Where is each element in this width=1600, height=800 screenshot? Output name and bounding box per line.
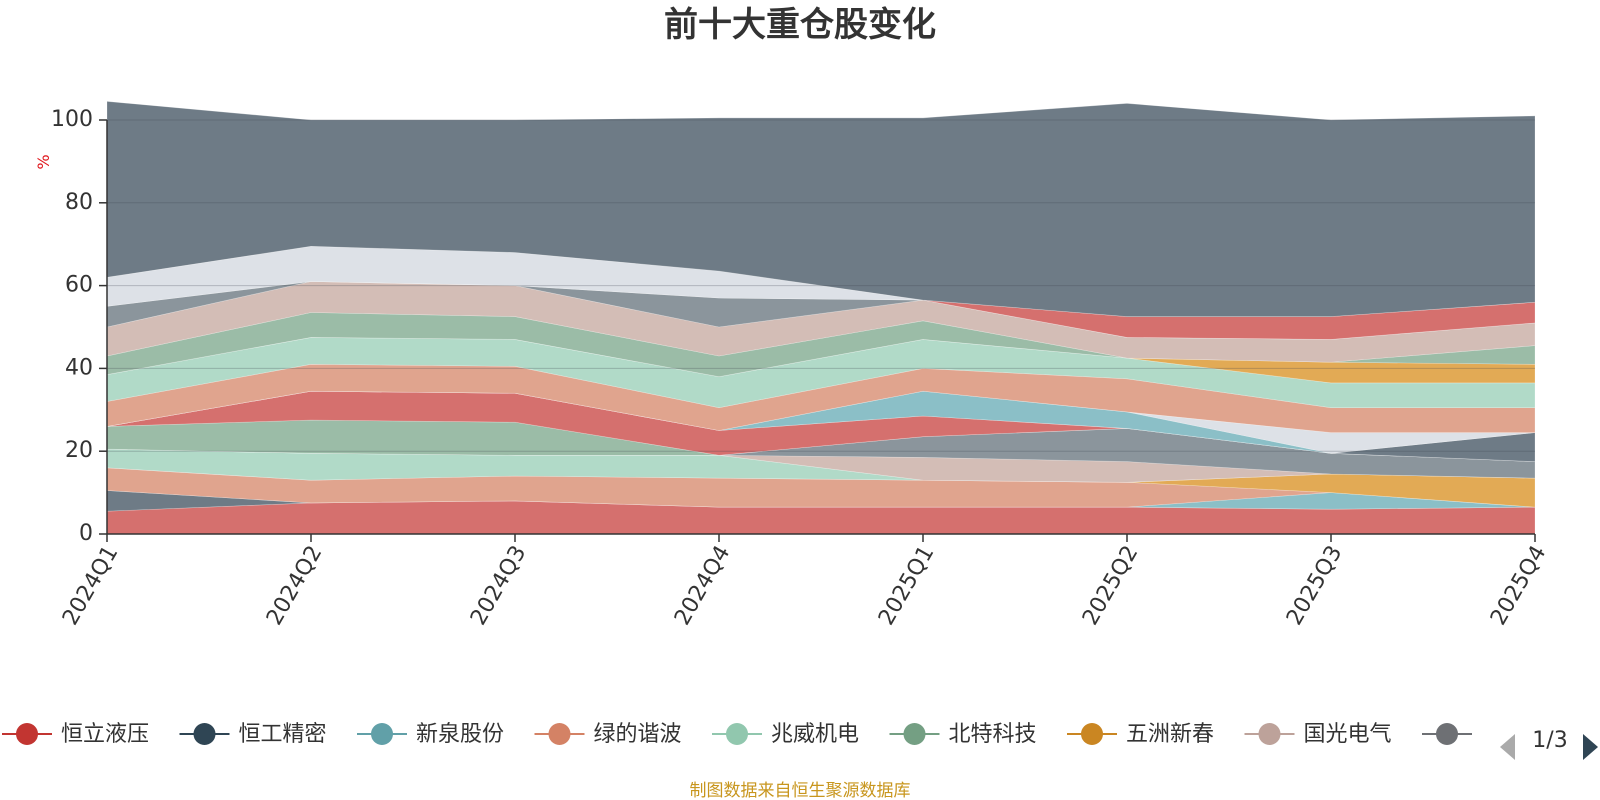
legend-page-indicator: 1/3 (1532, 728, 1567, 753)
legend-item-5[interactable]: 北特科技 (889, 722, 1037, 747)
x-axis: 2024Q1 2024Q2 2024Q3 2024Q4 2025Q1 2025Q2 2025… (58, 533, 1551, 630)
legend-circle-7 (1258, 723, 1281, 745)
legend-item-3[interactable]: 绿的谐波 (534, 722, 682, 747)
area-series-group (106, 101, 1536, 535)
legend-pager: 1/3 (1500, 728, 1598, 760)
area-series-21 (106, 101, 1536, 317)
legend-label-2: 新泉股份 (416, 722, 504, 747)
legend-circle-5 (903, 723, 926, 745)
y-tick-label-3: 60 (65, 273, 93, 298)
legend-items: 恒立液压 恒工精密 新泉股份 绿的谐波 兆威机电 北特科技 五洲新春 国光电气 I (2, 722, 1488, 747)
y-tick-label-5: 100 (51, 107, 93, 132)
y-axis: 0 20 40 60 80 100 (51, 107, 108, 546)
y-tick-label-1: 20 (65, 438, 93, 463)
legend-circle-1 (193, 723, 216, 745)
data-source-note: 制图数据来自恒生聚源数据库 (690, 781, 911, 800)
x-tick-label-4: 2025Q1 (874, 542, 939, 630)
legend-circle-6 (1081, 723, 1103, 745)
legend-item-8[interactable]: I (1422, 722, 1488, 747)
legend-item-4[interactable]: 兆威机电 (712, 722, 859, 747)
legend-item-7[interactable]: 国光电气 (1244, 722, 1392, 747)
legend-item-0[interactable]: 恒立液压 (2, 722, 149, 747)
legend-item-2[interactable]: 新泉股份 (357, 722, 504, 747)
legend-label-6: 五洲新春 (1126, 722, 1214, 747)
y-tick-label-0: 0 (79, 521, 93, 546)
legend-item-6[interactable]: 五洲新春 (1067, 722, 1214, 747)
x-tick-label-6: 2025Q3 (1282, 542, 1347, 630)
x-tick-label-5: 2025Q2 (1078, 542, 1143, 630)
legend-circle-8 (1436, 723, 1458, 745)
legend-circle-3 (548, 723, 571, 745)
legend-label-3: 绿的谐波 (594, 722, 682, 747)
legend-label-7: 国光电气 (1304, 722, 1392, 747)
area-series-17 (106, 281, 1536, 363)
x-tick-label-0: 2024Q1 (58, 542, 123, 630)
x-tick-label-1: 2024Q2 (262, 542, 327, 630)
legend-label-1: 恒工精密 (239, 722, 327, 747)
x-tick-label-2: 2024Q3 (466, 542, 531, 630)
x-tick-label-7: 2025Q4 (1486, 542, 1551, 630)
y-axis-unit: % (34, 154, 53, 169)
legend-circle-4 (726, 723, 748, 745)
legend-prev-page-icon[interactable] (1500, 734, 1515, 760)
legend-item-1[interactable]: 恒工精密 (179, 722, 327, 747)
gridlines (107, 119, 1535, 452)
legend-next-page-icon[interactable] (1583, 734, 1598, 760)
y-tick-label-2: 40 (65, 355, 93, 380)
chart-title: 前十大重仓股变化 (664, 5, 936, 45)
legend-label-5: 北特科技 (949, 722, 1037, 747)
y-tick-label-4: 80 (65, 190, 93, 215)
legend: 恒立液压 恒工精密 新泉股份 绿的谐波 兆威机电 北特科技 五洲新春 国光电气 I (2, 722, 1488, 747)
legend-label-0: 恒立液压 (61, 722, 149, 747)
legend-circle-0 (16, 723, 38, 745)
legend-label-8: I (1481, 722, 1488, 747)
legend-circle-2 (371, 723, 393, 745)
x-tick-label-3: 2024Q4 (670, 542, 735, 630)
legend-label-4: 兆威机电 (771, 722, 859, 747)
